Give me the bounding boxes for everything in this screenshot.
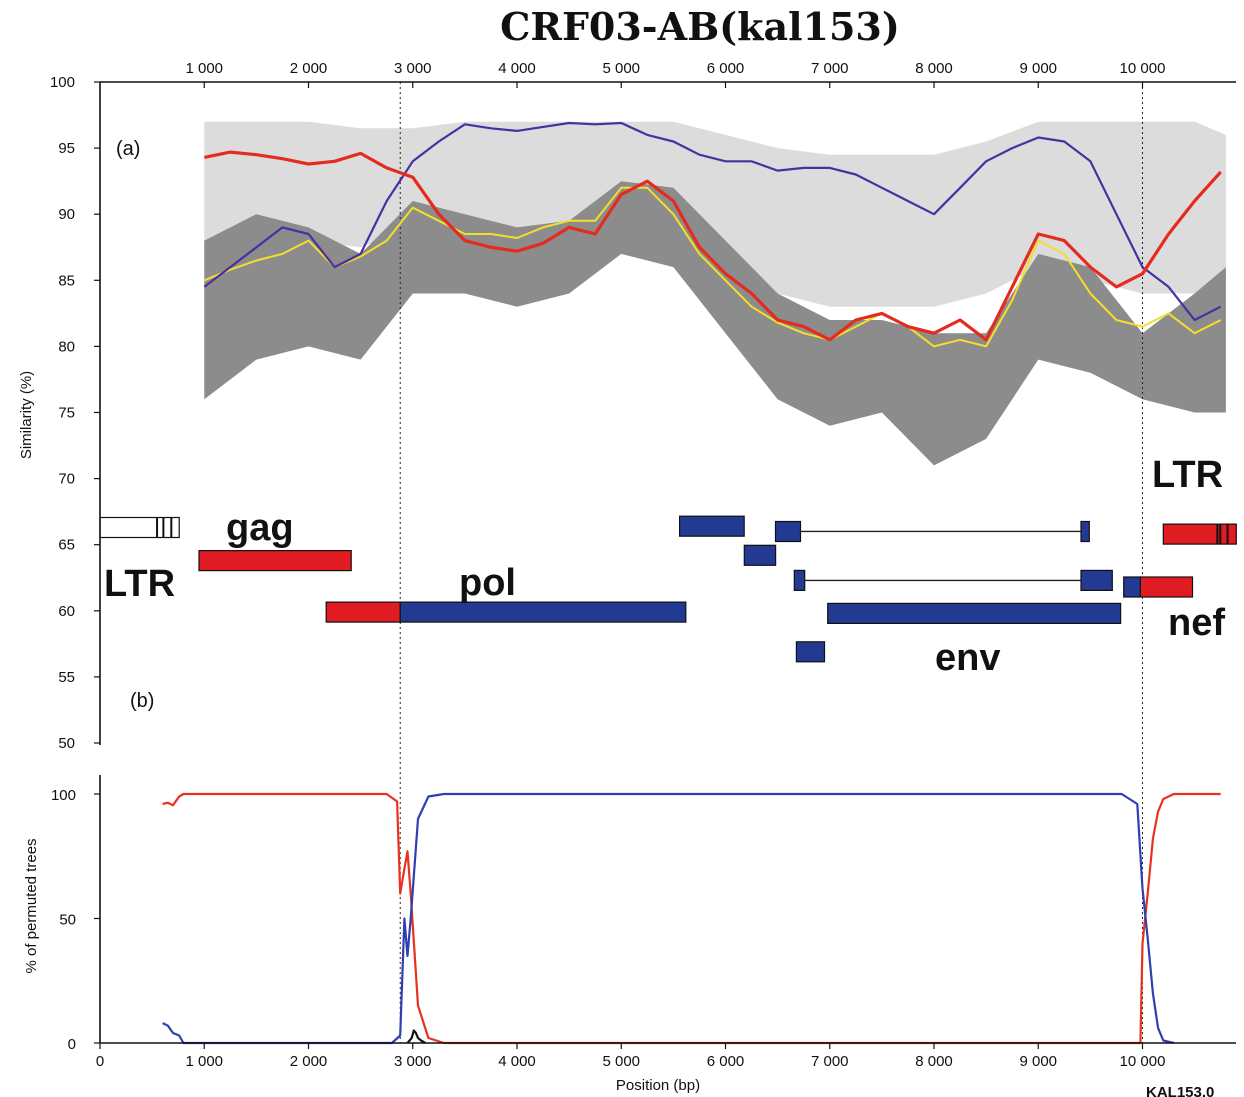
bootscan-series-bootscan-red [162,792,1221,1045]
x-tick-label-bottom: 4 000 [498,1053,536,1070]
x-tick-label-top: 5 000 [602,60,640,77]
gene-tat-exon1 [774,520,802,543]
y-tick-label-similarity: 75 [58,405,75,422]
y-tick-label-similarity: 80 [58,338,75,355]
x-tick-label-top: 1 000 [185,60,223,77]
x-tick-label-top: 6 000 [707,60,745,77]
gene-pol-blue [399,601,687,623]
similarity-series [203,121,1222,348]
gene-vif [678,515,745,537]
gene-label-env: env [935,637,1000,679]
panel-label-a: (a) [116,138,140,160]
reference-bands [204,121,1226,466]
x-tick-label-top: 2 000 [290,60,328,77]
gene-ltr-3 [1162,523,1237,545]
y-tick-label-similarity: 65 [58,537,75,554]
axes: 50 55 60 65 70 75 80 85 90 95 100 1 000 2 000 3 000 4 … [50,60,1236,1070]
gene-nef-blue [1123,576,1141,598]
x-tick-label-bottom: 5 000 [602,1053,640,1070]
y-tick-label-similarity: 60 [58,603,75,620]
gene-label-pol: pol [459,562,516,604]
x-tick-label-top: 3 000 [394,60,432,77]
gene-vpu [795,641,826,663]
gene-rev-exon2 [1080,569,1113,592]
gene-vpr [743,544,777,566]
chart-title: CRF03-AB(kal153) [500,4,900,49]
reference-band-light [204,121,1226,307]
y-tick-label-similarity: 70 [58,471,75,488]
y-tick-label-similarity: 85 [58,272,75,289]
y-tick-label-permuted: 50 [59,912,76,929]
bootscan-series-bootscan-black [406,1029,426,1044]
y-tick-label-permuted: 100 [51,787,76,804]
figure-id-text: KAL153.0 [1146,1084,1214,1097]
y-tick-label-similarity: 100 [50,74,75,91]
similarity-series-yellow-series [203,186,1222,348]
gene-label-ltr-3: LTR [1152,454,1223,496]
gene-env [827,602,1122,625]
gene-label-ltr-5: LTR [104,563,175,605]
panel-label-b: (b) [130,690,154,712]
gene-nef-red [1139,576,1194,598]
x-tick-label-bottom: 9 000 [1019,1053,1057,1070]
x-tick-label-top: 10 000 [1120,60,1166,77]
y-tick-label-similarity: 90 [58,206,75,223]
x-tick-label-bottom: 0 [96,1053,104,1070]
gene-pol-red [325,601,401,623]
gene-label-nef: nef [1168,602,1225,644]
x-tick-label-bottom: 2 000 [290,1053,328,1070]
similarity-series-subtype-a [203,150,1222,342]
x-tick-label-bottom: 1 000 [185,1053,223,1070]
y-tick-label-permuted: 0 [68,1036,76,1053]
x-tick-label-top: 7 000 [811,60,849,77]
y-axis-label-permuted: % of permuted trees [23,838,40,973]
bootscan-series [162,792,1221,1045]
gene-rev-exon1 [793,569,806,592]
y-tick-label-similarity: 50 [58,735,75,752]
reference-band-dark [204,181,1226,466]
similarity-series-subtype-b [203,121,1222,322]
genome-map [99,515,1237,663]
gene-label-gag: gag [226,507,294,549]
x-tick-label-bottom: 7 000 [811,1053,849,1070]
x-tick-label-bottom: 8 000 [915,1053,953,1070]
x-tick-label-bottom: 10 000 [1120,1053,1166,1070]
gene-ltr-5-open [99,516,180,539]
gene-tat-exon2 [1080,520,1090,543]
x-tick-label-top: 8 000 [915,60,953,77]
x-tick-label-top: 9 000 [1019,60,1057,77]
y-axis-label-similarity: Similarity (%) [18,371,35,459]
y-tick-label-similarity: 95 [58,140,75,157]
y-tick-label-similarity: 55 [58,669,75,686]
x-tick-label-bottom: 3 000 [394,1053,432,1070]
x-axis-label-position: Position (bp) [616,1077,700,1094]
bootscan-series-bootscan-blue [162,792,1175,1045]
x-tick-label-top: 4 000 [498,60,536,77]
x-tick-label-bottom: 6 000 [707,1053,745,1070]
gene-gag [198,549,352,572]
